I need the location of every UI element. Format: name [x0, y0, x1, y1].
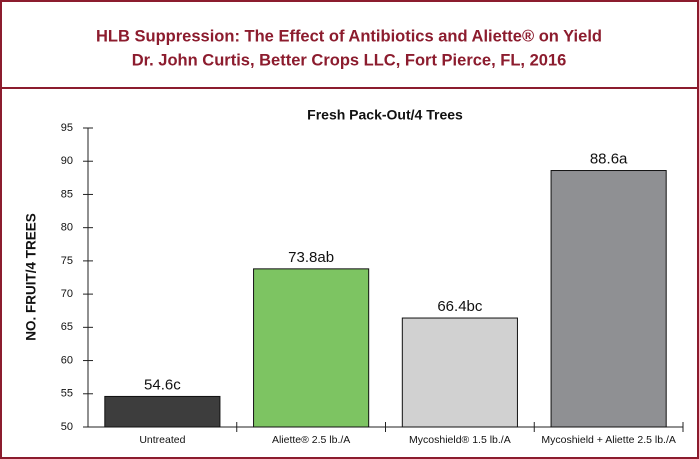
bar	[401, 317, 518, 428]
data-label: 54.6c	[144, 376, 181, 393]
x-tick-label: Mycoshield® 1.5 lb./A	[409, 434, 511, 446]
chart-title: HLB Suppression: The Effect of Antibioti…	[96, 27, 602, 45]
y-tick-label: 55	[61, 388, 73, 400]
y-tick-label: 75	[61, 255, 73, 267]
data-label: 66.4bc	[437, 298, 483, 315]
data-label: 73.8ab	[288, 249, 334, 266]
plot-title: Fresh Pack-Out/4 Trees	[307, 107, 463, 123]
y-tick-label: 80	[61, 222, 73, 234]
chart-subtitle: Dr. John Curtis, Better Crops LLC, Fort …	[132, 51, 567, 69]
bar	[104, 395, 221, 428]
y-tick-label: 85	[61, 188, 73, 200]
y-tick-label: 60	[61, 354, 73, 366]
y-tick-label: 65	[61, 321, 73, 333]
y-tick-label: 50	[61, 421, 73, 433]
x-tick-label: Mycoshield + Aliette 2.5 lb./A	[541, 434, 676, 446]
data-label: 88.6a	[590, 150, 628, 167]
y-tick-label: 95	[61, 122, 73, 134]
bar	[253, 268, 370, 428]
y-tick-label: 90	[61, 155, 73, 167]
x-tick-label: Aliette® 2.5 lb./A	[272, 434, 350, 446]
y-axis-label: NO. FRUIT/4 TREES	[24, 213, 39, 341]
x-tick-label: Untreated	[139, 434, 185, 446]
bar	[550, 170, 667, 428]
y-tick-label: 70	[61, 288, 73, 300]
